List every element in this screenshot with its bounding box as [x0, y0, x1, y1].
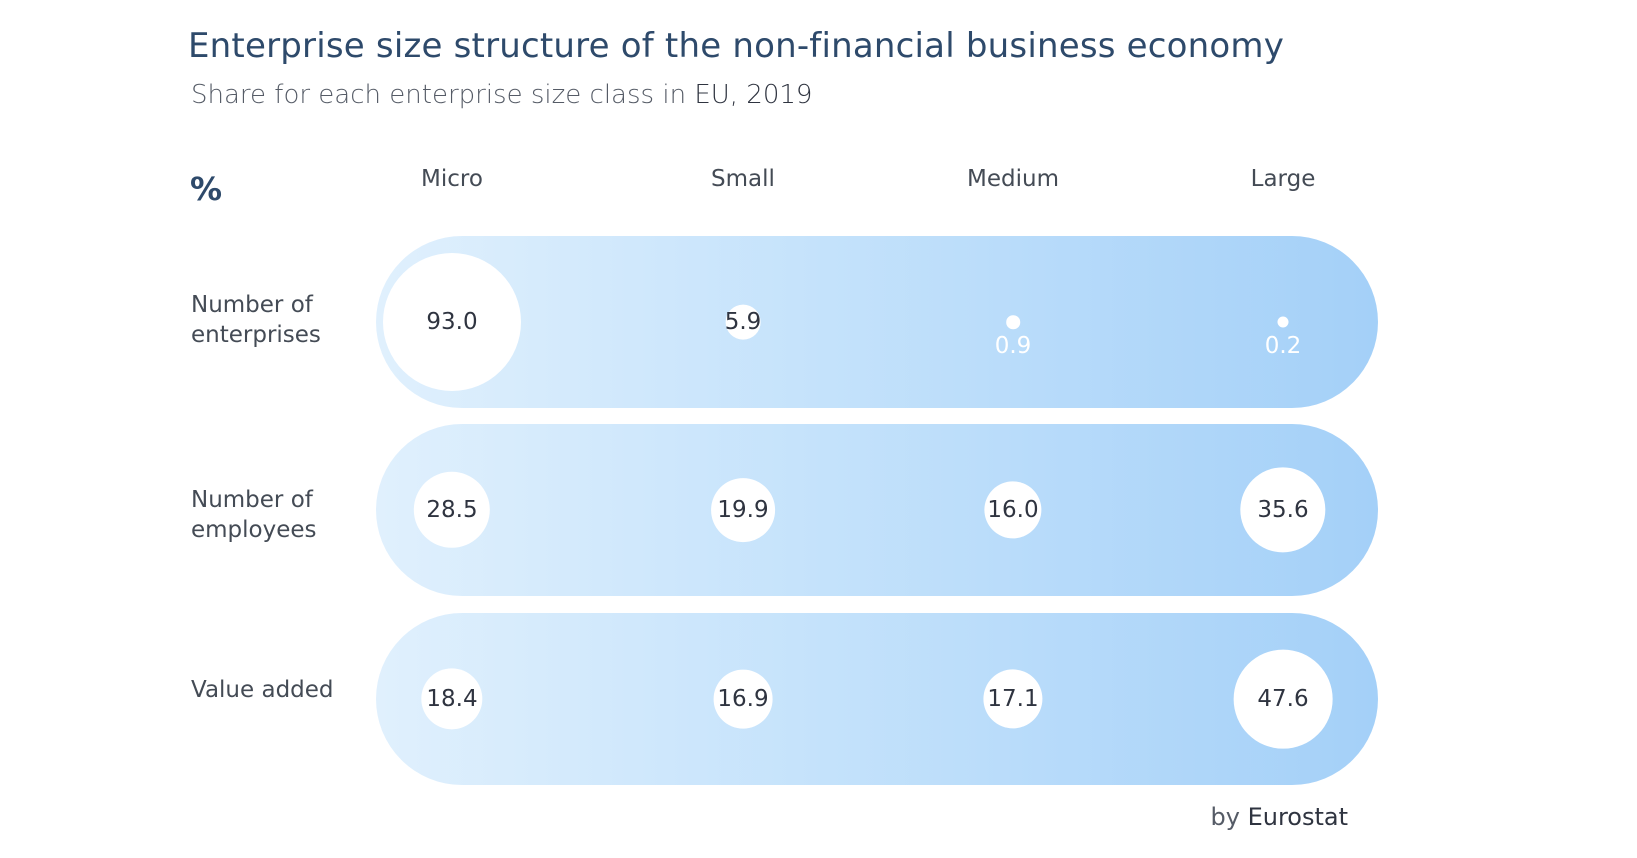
data-label-number-of-enterprises-micro: 93.0	[426, 309, 478, 335]
bubble-value-added-small	[713, 669, 773, 729]
row-band-number-of-employees	[376, 424, 1378, 596]
row-band-value-added	[376, 613, 1378, 785]
chart-title: Enterprise size structure of the non-fin…	[188, 26, 1285, 66]
bubble-number-of-employees-micro	[413, 471, 491, 549]
bubble-number-of-enterprises-micro	[383, 253, 521, 391]
column-header-small: Small	[711, 166, 775, 192]
data-label-number-of-employees-micro: 28.5	[426, 497, 478, 523]
bubble-number-of-employees-small	[711, 478, 775, 542]
unit-label: %	[190, 170, 223, 208]
subtitle-prefix: Share for each enterprise size class in	[191, 80, 695, 110]
data-label-value-added-large: 47.6	[1257, 686, 1309, 712]
bubble-value-added-micro	[421, 668, 483, 730]
source-credit: by Eurostat	[1210, 803, 1348, 831]
bubble-number-of-enterprises-medium	[1006, 315, 1020, 329]
bubble-number-of-enterprises-small	[725, 304, 761, 340]
column-header-large: Large	[1250, 166, 1316, 192]
data-label-number-of-enterprises-medium: 0.9	[994, 333, 1032, 359]
row-label-number-of-enterprises: Number of enterprises	[191, 292, 321, 348]
subtitle-highlight: EU, 2019	[694, 80, 813, 110]
data-label-number-of-enterprises-small: 5.9	[724, 309, 762, 335]
data-label-number-of-employees-medium: 16.0	[987, 497, 1039, 523]
bubble-number-of-employees-large	[1240, 467, 1326, 553]
data-label-number-of-enterprises-large: 0.2	[1264, 333, 1302, 359]
row-label-value-added: Value added	[191, 677, 334, 703]
bubble-number-of-employees-medium	[984, 481, 1042, 539]
data-label-number-of-employees-large: 35.6	[1257, 497, 1309, 523]
bubble-value-added-medium	[983, 669, 1043, 729]
data-label-value-added-medium: 17.1	[987, 686, 1039, 712]
bubble-number-of-enterprises-large	[1277, 316, 1289, 328]
source-prefix: by	[1210, 803, 1248, 831]
row-band-number-of-enterprises	[376, 236, 1378, 408]
column-header-medium: Medium	[967, 166, 1059, 192]
bubble-value-added-large	[1233, 649, 1333, 749]
data-label-value-added-micro: 18.4	[426, 686, 478, 712]
column-header-micro: Micro	[421, 166, 483, 192]
source-name: Eurostat	[1247, 803, 1348, 831]
chart-subtitle: Share for each enterprise size class in …	[191, 80, 812, 110]
row-label-number-of-employees: Number of employees	[191, 487, 317, 543]
data-label-value-added-small: 16.9	[717, 686, 769, 712]
data-label-number-of-employees-small: 19.9	[717, 497, 769, 523]
